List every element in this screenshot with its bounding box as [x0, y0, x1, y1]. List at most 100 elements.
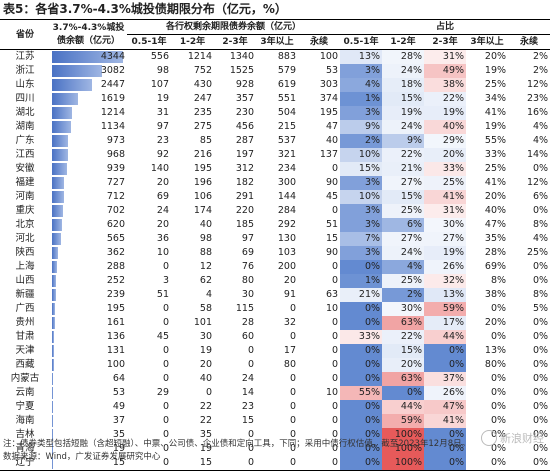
maturity-cell: 195 — [171, 162, 214, 176]
share-cell: 15% — [340, 162, 382, 176]
share-cell: 0% — [382, 386, 424, 400]
share-cell: 0% — [508, 316, 550, 330]
maturity-cell: 619 — [256, 78, 298, 92]
share-cell: 24% — [382, 120, 424, 134]
maturity-cell: 0 — [298, 274, 340, 288]
maturity-cell: 22 — [171, 414, 214, 428]
share-cell: 16% — [508, 106, 550, 120]
province-name: 浙江 — [0, 64, 50, 78]
maturity-cell: 4 — [171, 288, 214, 302]
balance-bar — [52, 177, 64, 189]
share-cell: 13% — [340, 50, 382, 65]
share-cell: 2% — [382, 288, 424, 302]
share-cell: 2% — [340, 134, 382, 148]
maturity-cell: 752 — [171, 64, 214, 78]
source-text: 数据来源：Wind，广发证券发展研究中心 — [3, 451, 470, 464]
maturity-cell: 51 — [298, 218, 340, 232]
province-name: 河北 — [0, 232, 50, 246]
share-cell: 23% — [508, 92, 550, 106]
balance-bar — [52, 163, 67, 175]
share-cell: 8% — [508, 218, 550, 232]
balance-value: 53 — [113, 387, 125, 398]
balance-value: 239 — [107, 289, 125, 300]
province-name: 湖北 — [0, 106, 50, 120]
share-cell: 3% — [340, 218, 382, 232]
maturity-cell: 0 — [298, 330, 340, 344]
maturity-cell: 23 — [127, 134, 171, 148]
maturity-cell: 23 — [214, 400, 256, 414]
share-cell: 14% — [508, 148, 550, 162]
maturity-cell: 235 — [171, 106, 214, 120]
share-cell: 59% — [382, 414, 424, 428]
maturity-cell: 303 — [298, 78, 340, 92]
province-name: 宁夏 — [0, 400, 50, 414]
share-cell: 0% — [466, 330, 508, 344]
maturity-cell: 80 — [256, 358, 298, 372]
maturity-cell: 91 — [256, 288, 298, 302]
maturity-cell: 19 — [171, 344, 214, 358]
share-cell: 69% — [466, 260, 508, 274]
maturity-cell: 3 — [127, 274, 171, 288]
share-cell: 41% — [424, 414, 466, 428]
balance-bar — [52, 373, 53, 385]
share-cell: 26% — [424, 386, 466, 400]
maturity-cell: 76 — [214, 260, 256, 274]
maturity-cell: 88 — [171, 246, 214, 260]
maturity-cell: 300 — [256, 176, 298, 190]
maturity-cell: 90 — [298, 176, 340, 190]
maturity-cell: 20 — [127, 176, 171, 190]
share-cell: 44% — [424, 330, 466, 344]
share-cell: 18% — [382, 78, 424, 92]
balance-cell: 565 — [50, 232, 127, 246]
share-cell: 0% — [424, 344, 466, 358]
share-cell: 3% — [340, 246, 382, 260]
balance-cell: 1214 — [50, 106, 127, 120]
balance-cell: 252 — [50, 274, 127, 288]
balance-value: 712 — [107, 191, 125, 202]
maturity-cell: 30 — [214, 288, 256, 302]
balance-cell: 4344 — [50, 50, 127, 65]
balance-bar — [52, 261, 57, 273]
share-cell: 20% — [382, 358, 424, 372]
balance-value: 161 — [107, 317, 125, 328]
maturity-cell: 60 — [214, 330, 256, 344]
share-cell: 6% — [382, 218, 424, 232]
balance-value: 1134 — [101, 121, 125, 132]
maturity-cell: 47 — [298, 120, 340, 134]
share-cell: 27% — [382, 232, 424, 246]
share-cell: 49% — [424, 64, 466, 78]
maturity-cell: 275 — [171, 120, 214, 134]
share-cell: 22% — [424, 92, 466, 106]
province-name: 西藏 — [0, 358, 50, 372]
maturity-cell: 312 — [214, 162, 256, 176]
province-name: 海南 — [0, 414, 50, 428]
maturity-cell: 216 — [171, 148, 214, 162]
balance-bar — [52, 233, 61, 245]
balance-cell: 195 — [50, 302, 127, 316]
share-cell: 0% — [340, 316, 382, 330]
maturity-cell: 19 — [127, 92, 171, 106]
share-cell: 1% — [340, 92, 382, 106]
share-cell: 21% — [340, 288, 382, 302]
balance-value: 565 — [107, 233, 125, 244]
share-cell: 8% — [466, 274, 508, 288]
balance-bar — [52, 93, 78, 105]
share-cell: 63% — [382, 372, 424, 386]
share-cell: 0% — [508, 372, 550, 386]
maturity-cell: 0 — [127, 400, 171, 414]
province-name: 山东 — [0, 78, 50, 92]
share-cell: 41% — [466, 176, 508, 190]
maturity-cell: 928 — [214, 78, 256, 92]
maturity-cell: 430 — [171, 78, 214, 92]
maturity-cell: 456 — [214, 120, 256, 134]
maturity-cell: 144 — [256, 190, 298, 204]
